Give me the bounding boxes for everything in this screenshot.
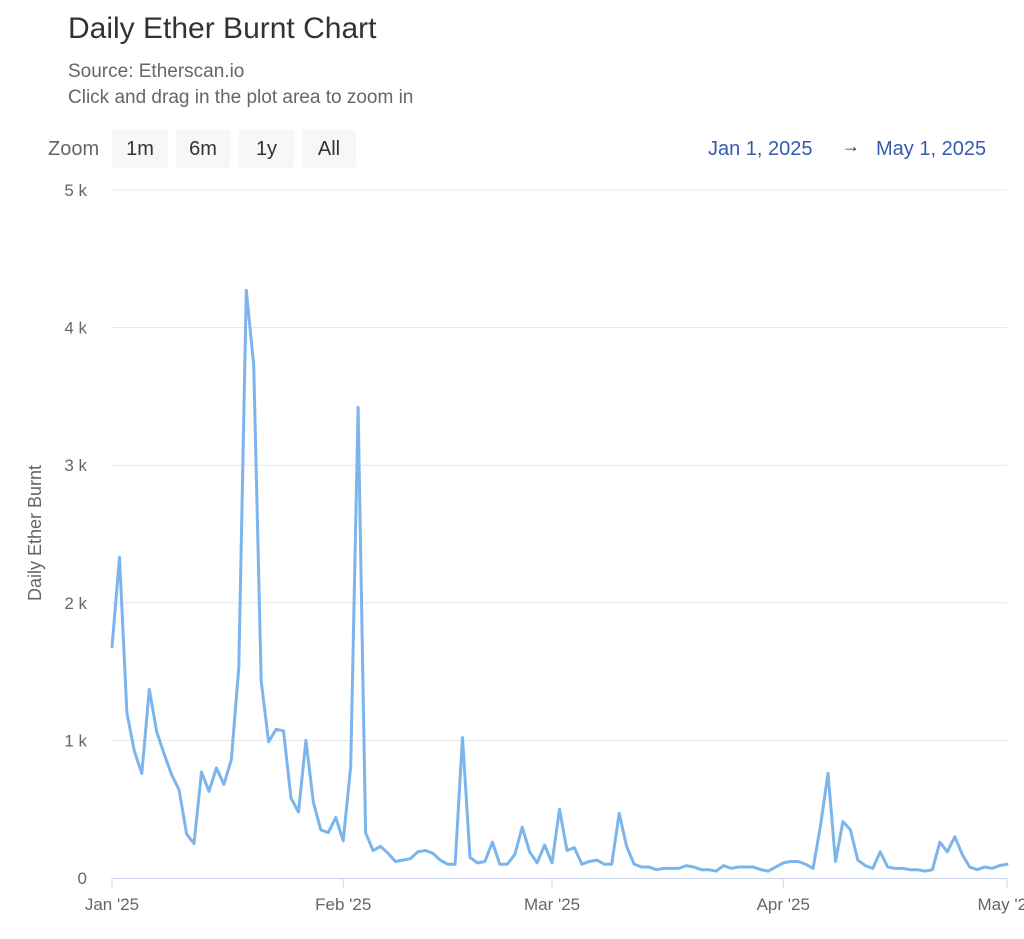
zoom-label: Zoom	[48, 138, 100, 160]
x-tick-label: May '25	[978, 895, 1024, 914]
range-from-date[interactable]: Jan 1, 2025	[708, 138, 813, 160]
chart-subtitle: Source: Etherscan.io	[68, 61, 245, 82]
series-group	[110, 288, 1009, 873]
y-axis-ticks: 0 1 k 2 k 3 k 4 k 5 k	[64, 181, 87, 888]
zoom-6m-button[interactable]: 6m	[176, 130, 230, 168]
zoom-1m-button[interactable]: 1m	[112, 130, 168, 168]
y-tick-label: 0	[78, 869, 87, 888]
x-tick-label: Jan '25	[85, 895, 139, 914]
y-tick-label: 5 k	[64, 181, 87, 200]
x-tick-label: Mar '25	[524, 895, 580, 914]
x-axis-ticks: Jan '25 Feb '25 Mar '25 Apr '25 May '25	[85, 878, 1024, 914]
chart-title: Daily Ether Burnt Chart	[68, 12, 377, 45]
y-tick-label: 4 k	[64, 319, 87, 338]
zoom-instruction: Click and drag in the plot area to zoom …	[68, 87, 414, 108]
x-tick-label: Feb '25	[315, 895, 371, 914]
grid-lines	[112, 189, 1007, 741]
zoom-1y-button[interactable]: 1y	[239, 130, 294, 168]
y-tick-label: 3 k	[64, 456, 87, 475]
y-tick-label: 1 k	[64, 731, 87, 750]
zoom-all-button[interactable]: All	[302, 130, 356, 168]
range-to-date[interactable]: May 1, 2025	[876, 138, 987, 160]
range-arrow: →	[842, 136, 860, 156]
y-axis-label: Daily Ether Burnt	[25, 465, 45, 601]
series-line	[110, 288, 1009, 873]
x-tick-label: Apr '25	[757, 895, 810, 914]
y-tick-label: 2 k	[64, 594, 87, 613]
